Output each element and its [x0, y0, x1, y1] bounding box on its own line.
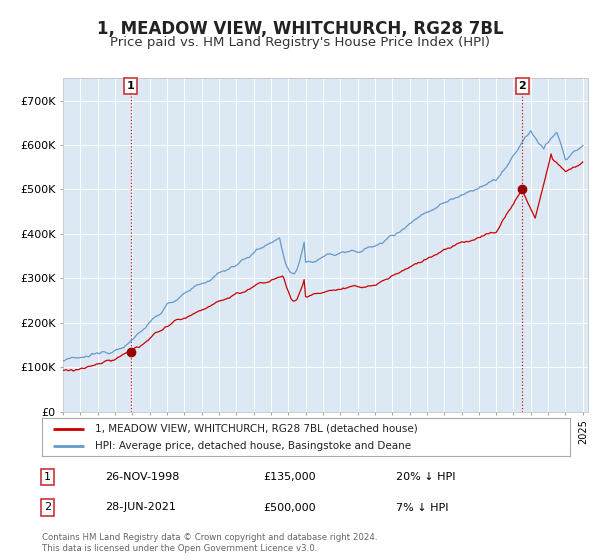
Text: 26-NOV-1998: 26-NOV-1998 — [106, 472, 180, 482]
Text: 7% ↓ HPI: 7% ↓ HPI — [396, 502, 448, 512]
Text: 28-JUN-2021: 28-JUN-2021 — [106, 502, 176, 512]
Text: £135,000: £135,000 — [264, 472, 316, 482]
Text: 2: 2 — [44, 502, 51, 512]
Text: 1: 1 — [127, 81, 134, 91]
Text: Contains HM Land Registry data © Crown copyright and database right 2024.
This d: Contains HM Land Registry data © Crown c… — [42, 533, 377, 553]
Text: 20% ↓ HPI: 20% ↓ HPI — [396, 472, 455, 482]
Text: 2: 2 — [518, 81, 526, 91]
Text: HPI: Average price, detached house, Basingstoke and Deane: HPI: Average price, detached house, Basi… — [95, 441, 411, 451]
Text: 1, MEADOW VIEW, WHITCHURCH, RG28 7BL (detached house): 1, MEADOW VIEW, WHITCHURCH, RG28 7BL (de… — [95, 423, 418, 433]
Text: Price paid vs. HM Land Registry's House Price Index (HPI): Price paid vs. HM Land Registry's House … — [110, 36, 490, 49]
Text: £500,000: £500,000 — [264, 502, 316, 512]
Text: 1, MEADOW VIEW, WHITCHURCH, RG28 7BL: 1, MEADOW VIEW, WHITCHURCH, RG28 7BL — [97, 20, 503, 38]
Text: 1: 1 — [44, 472, 51, 482]
